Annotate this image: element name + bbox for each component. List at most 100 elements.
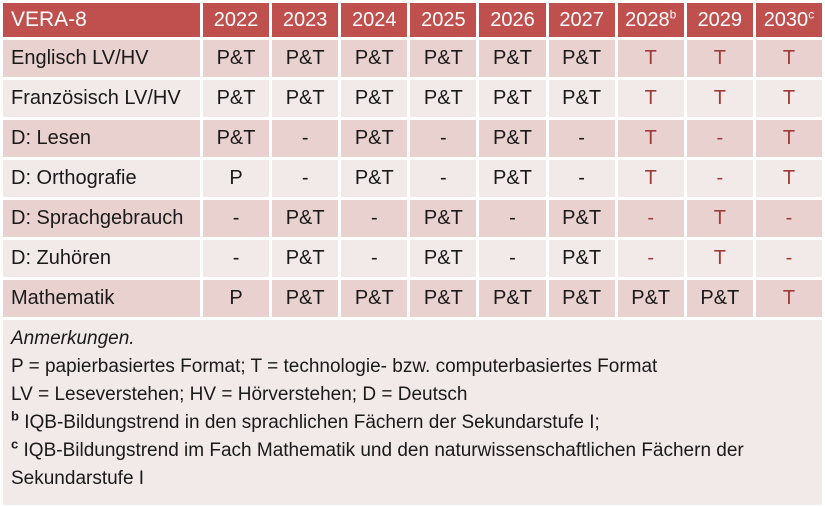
format-cell: P&T [479,280,546,317]
format-cell: T [755,80,822,117]
format-cell: P&T [272,280,339,317]
header-row: VERA-8 2022 2023 2024 2025 2026 2027 2028b 2029 2… [3,3,822,37]
format-cell: T [617,120,684,157]
year-header-2026: 2026 [479,3,546,37]
format-cell: P&T [410,80,477,117]
format-cell: - [341,240,408,277]
table-header: VERA-8 2022 2023 2024 2025 2026 2027 2028b 2029 2… [3,3,822,37]
format-cell: P&T [272,40,339,77]
year-header-2022: 2022 [203,3,270,37]
format-cell: - [203,240,270,277]
format-cell: P&T [341,40,408,77]
format-cell: P&T [548,240,615,277]
year-header-2030: 2030c [755,3,822,37]
format-cell: - [341,200,408,237]
format-cell: - [548,120,615,157]
format-cell: - [410,120,477,157]
format-cell: T [686,40,753,77]
format-cell: P&T [548,200,615,237]
format-cell: P&T [479,160,546,197]
row-label: D: Orthografie [3,160,200,197]
row-label: Englisch LV/HV [3,40,200,77]
format-cell: P&T [341,80,408,117]
note-footnote-c: c IQB-Bildungstrend im Fach Mathematik u… [11,436,744,489]
format-cell: - [686,120,753,157]
footnote-marker-c-icon: c [11,436,19,452]
format-cell: P&T [479,120,546,157]
format-cell: T [755,120,822,157]
format-cell: P&T [410,40,477,77]
format-cell: P&T [203,120,270,157]
format-cell: P&T [617,280,684,317]
row-label: D: Zuhören [3,240,200,277]
format-cell: P&T [203,80,270,117]
year-header-2024: 2024 [341,3,408,37]
table-notes: Anmerkungen. P = papierbasiertes Format; … [3,320,822,505]
format-cell: P&T [410,280,477,317]
format-cell: - [617,200,684,237]
table-row: D: Lesen P&T - P&T - P&T - T - T [3,120,822,157]
row-label: Französisch LV/HV [3,80,200,117]
footnote-marker-b-icon: b [11,408,19,424]
format-cell: T [617,160,684,197]
format-cell: - [479,240,546,277]
row-label: D: Lesen [3,120,200,157]
format-cell: P&T [410,200,477,237]
table-row: Englisch LV/HV P&T P&T P&T P&T P&T P&T T T T [3,40,822,77]
year-header-2027: 2027 [548,3,615,37]
format-cell: T [617,80,684,117]
format-cell: P&T [272,240,339,277]
format-cell: - [755,240,822,277]
format-cell: P&T [548,280,615,317]
format-cell: T [686,80,753,117]
format-cell: T [686,200,753,237]
year-header-2028: 2028b [617,3,684,37]
format-cell: - [272,160,339,197]
format-cell: P&T [479,80,546,117]
format-cell: P&T [272,200,339,237]
format-cell: P [203,280,270,317]
year-header-2023: 2023 [272,3,339,37]
format-cell: - [755,200,822,237]
note-abbreviation-legend: LV = Leseverstehen; HV = Hörverstehen; D… [11,384,468,405]
format-cell: - [410,160,477,197]
format-cell: P&T [341,280,408,317]
row-label: Mathematik [3,280,200,317]
footnote-marker-b-icon: b [669,6,677,21]
format-cell: P&T [341,160,408,197]
table-row: D: Orthografie P - P&T - P&T - T - T [3,160,822,197]
row-label: D: Sprachgebrauch [3,200,200,237]
format-cell: T [686,240,753,277]
format-cell: P&T [272,80,339,117]
notes-heading: Anmerkungen. [11,328,135,349]
format-cell: P&T [341,120,408,157]
table-row: D: Sprachgebrauch - P&T - P&T - P&T - T - [3,200,822,237]
table-title: VERA-8 [3,3,200,37]
vera8-schedule-table: VERA-8 2022 2023 2024 2025 2026 2027 2028b 2029 2… [3,3,822,317]
format-cell: - [686,160,753,197]
note-format-legend: P = papierbasiertes Format; T = technolo… [11,356,658,377]
note-footnote-b: b IQB-Bildungstrend in den sprachlichen … [11,408,600,433]
table-row: D: Zuhören - P&T - P&T - P&T - T - [3,240,822,277]
table-row: Französisch LV/HV P&T P&T P&T P&T P&T P&T T T T [3,80,822,117]
format-cell: - [548,160,615,197]
format-cell: P [203,160,270,197]
format-cell: P&T [548,40,615,77]
format-cell: T [755,40,822,77]
format-cell: - [617,240,684,277]
format-cell: T [755,280,822,317]
format-cell: - [272,120,339,157]
format-cell: P&T [479,40,546,77]
year-header-2025: 2025 [410,3,477,37]
year-header-2029: 2029 [686,3,753,37]
format-cell: - [479,200,546,237]
format-cell: P&T [410,240,477,277]
format-cell: T [755,160,822,197]
format-cell: P&T [686,280,753,317]
table-row: Mathematik P P&T P&T P&T P&T P&T P&T P&T T [3,280,822,317]
format-cell: P&T [203,40,270,77]
format-cell: - [203,200,270,237]
table-body: Englisch LV/HV P&T P&T P&T P&T P&T P&T T T T Franz… [3,40,822,317]
format-cell: P&T [548,80,615,117]
